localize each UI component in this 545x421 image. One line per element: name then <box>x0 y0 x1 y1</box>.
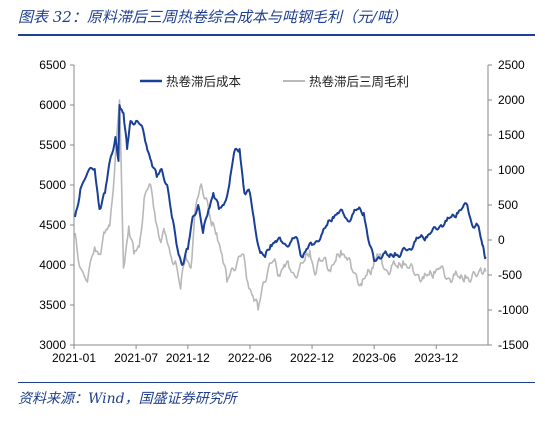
y-right-tick-label: 2000 <box>498 93 525 107</box>
y-left-tick-label: 6500 <box>39 58 66 72</box>
x-tick-label: 2023-06 <box>352 351 396 365</box>
x-tick-label: 2023-12 <box>414 351 458 365</box>
y-left-tick-label: 4500 <box>39 218 66 232</box>
y-left-tick-label: 3000 <box>39 338 66 352</box>
legend-label-cost: 热卷滞后成本 <box>166 74 242 89</box>
x-tick-label: 2022-12 <box>290 351 334 365</box>
series-group <box>74 99 487 311</box>
y-right-tick-label: 2500 <box>498 58 525 72</box>
y-axis-right-ticks: 2500 2000 1500 1000 500 0 -500 -1000 -1500 <box>488 58 529 352</box>
y-right-tick-label: 1000 <box>498 163 525 177</box>
series-line-margin <box>74 99 487 311</box>
chart-axes <box>73 65 489 346</box>
y-right-tick-label: 500 <box>498 198 518 212</box>
y-left-tick-label: 5000 <box>39 178 66 192</box>
chart-title: 图表 32：原料滞后三周热卷综合成本与吨钢毛利（元/吨） <box>18 8 407 26</box>
y-right-tick-label: -1500 <box>498 338 529 352</box>
x-tick-label: 2021-12 <box>166 351 210 365</box>
y-left-tick-label: 5500 <box>39 138 66 152</box>
y-right-tick-label: -500 <box>498 268 522 282</box>
y-left-tick-label: 6000 <box>39 98 66 112</box>
y-right-tick-label: 1500 <box>498 128 525 142</box>
y-left-tick-label: 3500 <box>39 298 66 312</box>
x-axis-ticks: 2021-01 2021-07 2021-12 2022-06 2022-12 2023-… <box>52 345 459 365</box>
x-tick-label: 2021-01 <box>52 351 96 365</box>
series-line-cost <box>74 104 487 266</box>
title-underline <box>18 34 535 36</box>
x-tick-label: 2022-06 <box>228 351 272 365</box>
chart-legend: 热卷滞后成本 热卷滞后三周毛利 <box>140 74 409 89</box>
legend-label-margin: 热卷滞后三周毛利 <box>309 74 409 89</box>
source-note: 资料来源：Wind，国盛证券研究所 <box>18 391 237 407</box>
y-right-tick-label: 0 <box>498 233 505 247</box>
y-left-tick-label: 4000 <box>39 258 66 272</box>
y-axis-left-ticks: 6500 6000 5500 5000 4500 4000 3500 3000 <box>39 58 74 352</box>
y-right-tick-label: -1000 <box>498 303 529 317</box>
source-divider <box>18 382 535 383</box>
x-tick-label: 2021-07 <box>114 351 158 365</box>
